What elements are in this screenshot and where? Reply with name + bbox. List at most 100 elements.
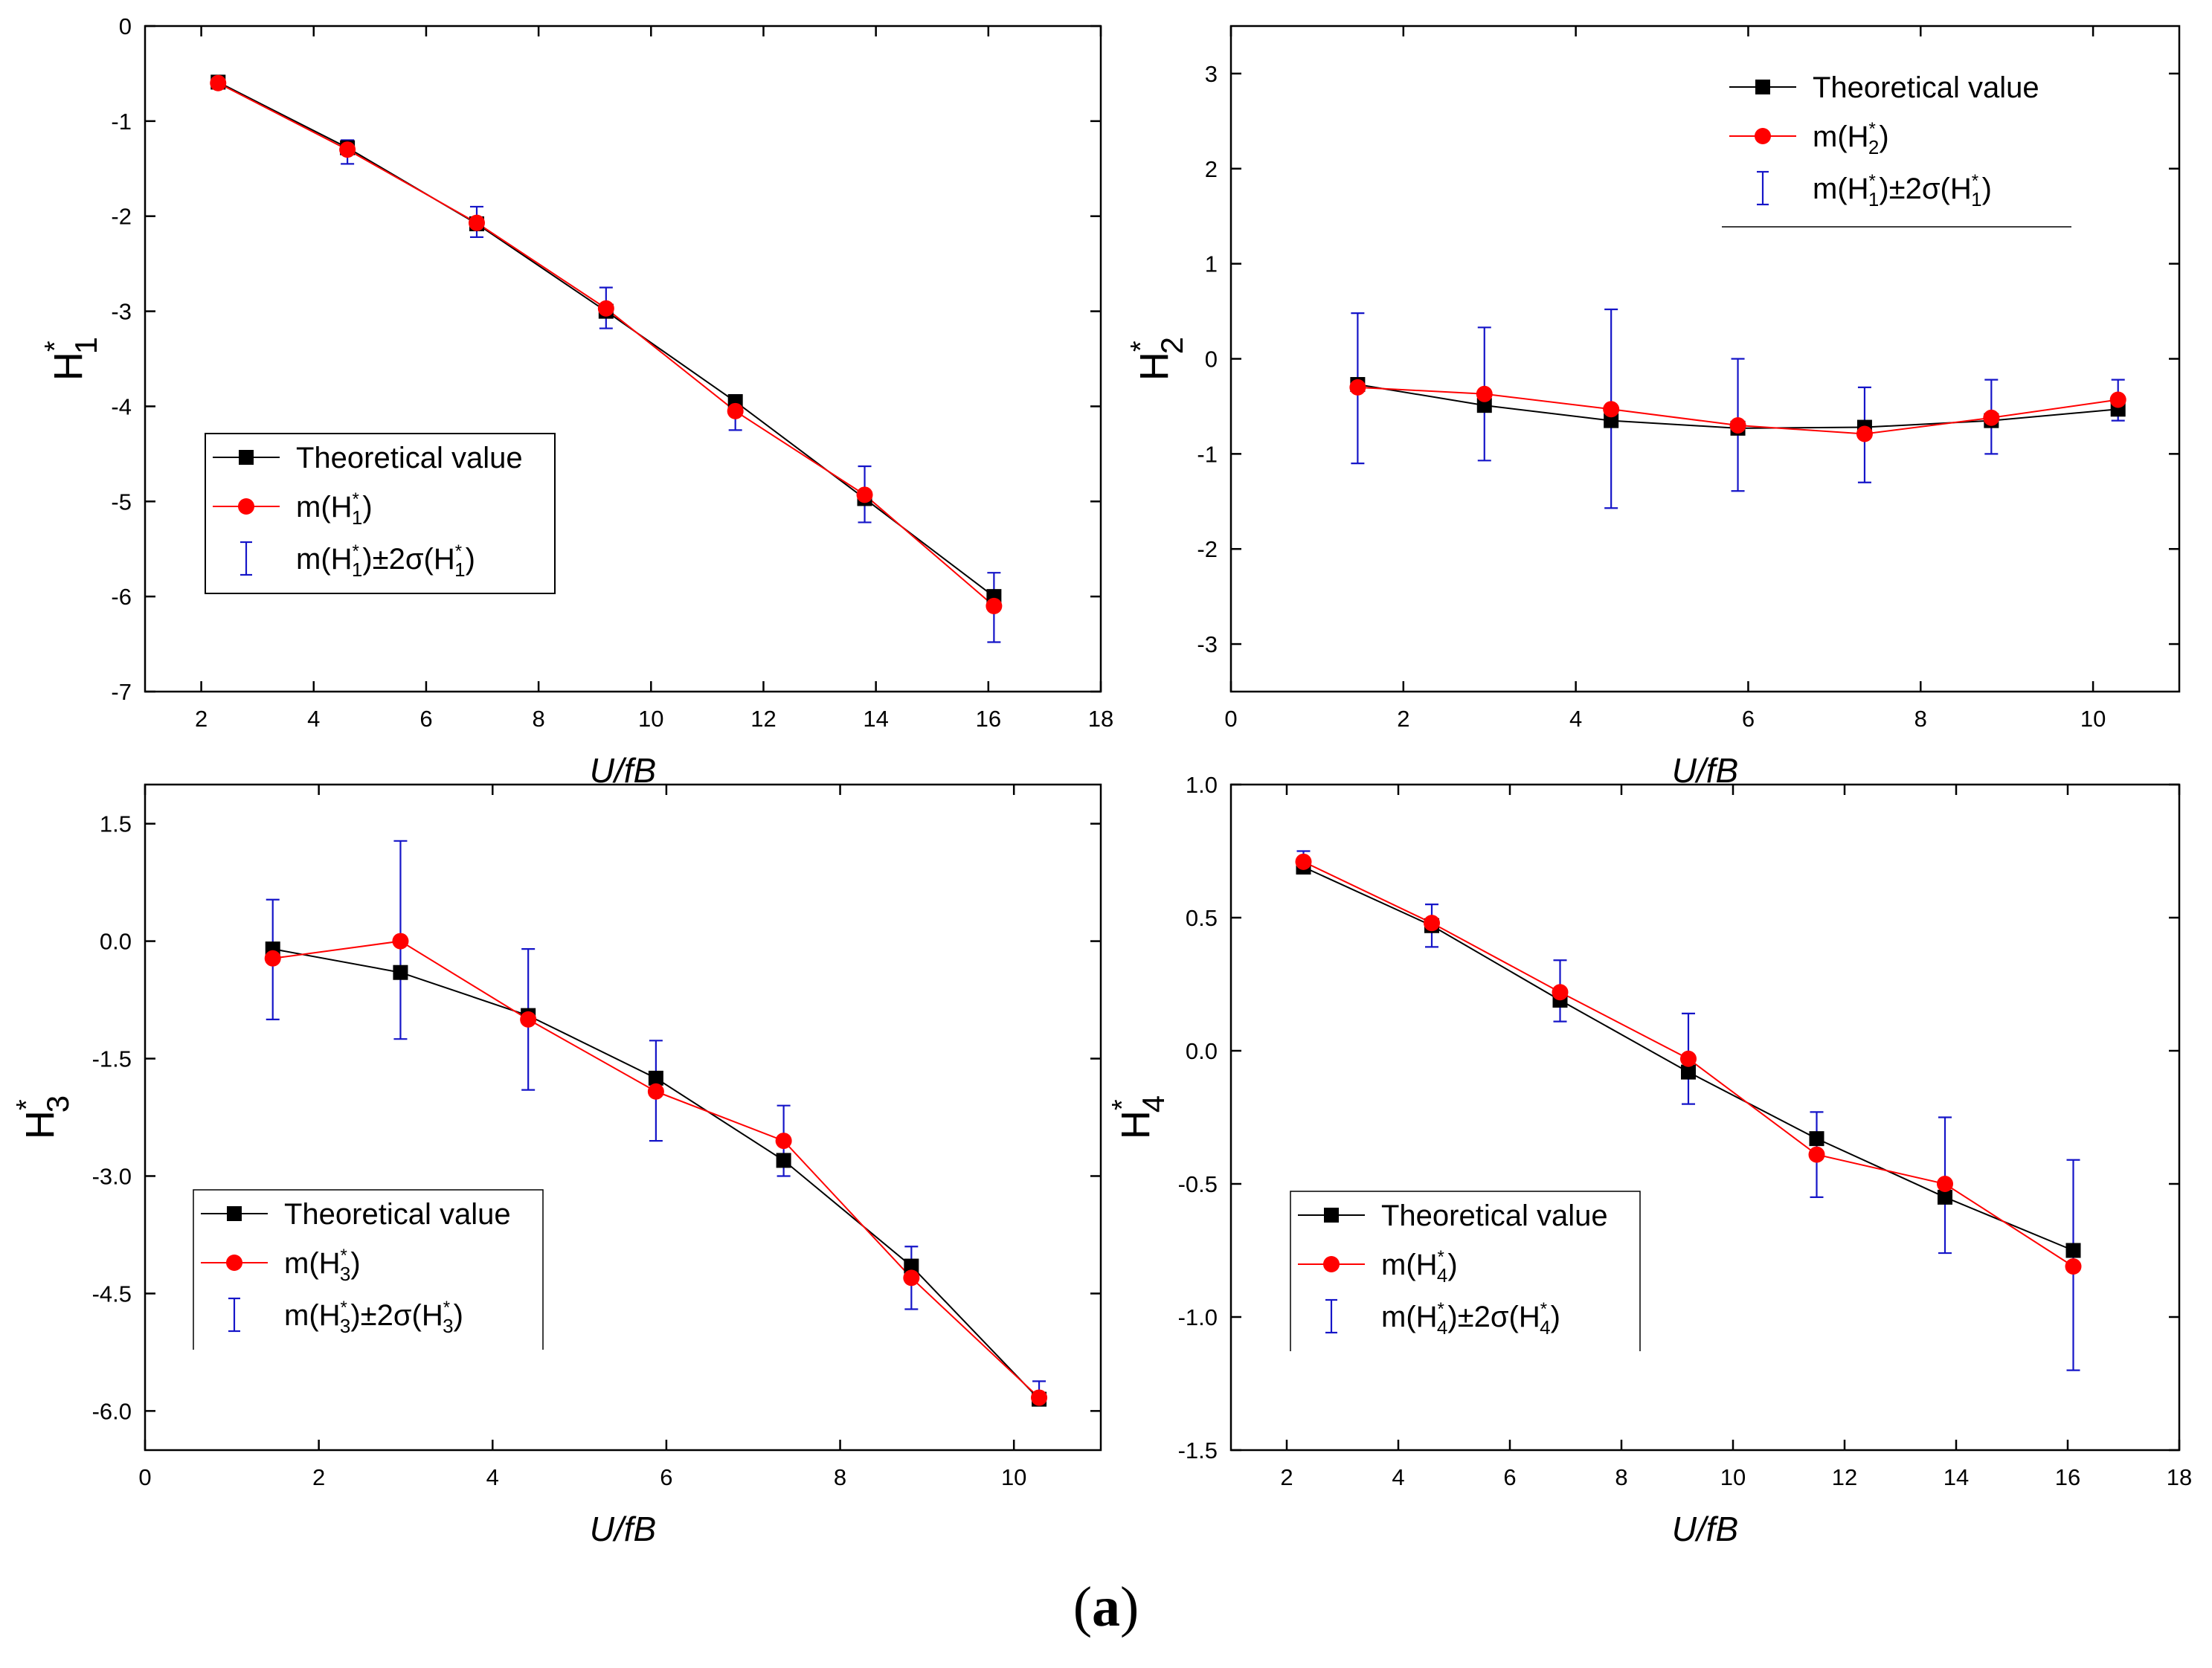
plot-frame xyxy=(144,25,1102,693)
mean-point xyxy=(1983,409,2000,426)
mean-point xyxy=(1680,1050,1697,1067)
y-tick-label: -4 xyxy=(111,393,132,419)
x-tick-label: 14 xyxy=(1943,1464,1969,1490)
legend-error-part: * xyxy=(443,1298,450,1318)
x-tick-label: 10 xyxy=(1001,1464,1026,1490)
x-axis-label: U/fB xyxy=(590,1510,656,1548)
legend-error-part: * xyxy=(1540,1299,1547,1319)
legend-error-part: )±2σ(H xyxy=(1879,173,1971,205)
legend-mean-part: 1 xyxy=(352,506,362,529)
mean-point xyxy=(468,214,485,231)
y-tick-label: -7 xyxy=(111,679,132,705)
y-tick-label: 0.5 xyxy=(1186,905,1218,931)
x-tick-label: 18 xyxy=(1088,706,1113,732)
mean-point xyxy=(1031,1389,1048,1406)
x-tick-label: 6 xyxy=(1742,706,1755,732)
y-tick-label: -1.5 xyxy=(92,1046,132,1072)
y-tick-label: -4.5 xyxy=(92,1281,132,1307)
y-tick-label: -1 xyxy=(111,109,132,135)
x-tick-label: 10 xyxy=(2080,706,2106,732)
legend-mean-part: * xyxy=(1869,119,1876,139)
legend-mean-part: m(H xyxy=(296,491,353,524)
mean-point xyxy=(986,597,1003,614)
y-tick-label: -3 xyxy=(1197,631,1218,657)
x-tick-label: 0 xyxy=(1224,706,1237,732)
legend-theory-label: Theoretical value xyxy=(296,442,523,474)
mean-point xyxy=(856,486,873,503)
x-tick-label: 4 xyxy=(486,1464,499,1490)
legend-error-part: m(H xyxy=(1381,1301,1438,1333)
plot-frame xyxy=(1229,783,2181,1452)
legend-theory-marker xyxy=(1324,1208,1339,1223)
x-tick-label: 10 xyxy=(1720,1464,1746,1490)
x-tick-label: 4 xyxy=(307,706,320,732)
legend-mean-label: m(H* 1) xyxy=(296,489,373,529)
legend-error-part: 4 xyxy=(1540,1316,1550,1339)
y-label-sub: 2 xyxy=(1154,337,1189,354)
mean-point xyxy=(1603,401,1620,418)
y-tick-label: 1.0 xyxy=(1186,772,1218,798)
legend-error-part: ) xyxy=(1551,1301,1560,1333)
mean-point xyxy=(775,1133,792,1150)
y-label-sup: * xyxy=(1107,1099,1138,1110)
y-tick-label: -6.0 xyxy=(92,1398,132,1424)
mean-point xyxy=(1424,915,1440,932)
legend-error-part: )±2σ(H xyxy=(1447,1301,1540,1333)
legend-mean-part: ) xyxy=(1447,1249,1457,1281)
x-axis-label: U/fB xyxy=(1672,751,1738,790)
y-tick-label: 0.0 xyxy=(1186,1038,1218,1064)
y-label-main: H xyxy=(46,352,91,381)
legend-mean-marker xyxy=(1755,128,1771,144)
legend-error-part: 3 xyxy=(443,1315,453,1337)
x-tick-label: 2 xyxy=(1280,1464,1293,1490)
mean-point xyxy=(210,74,227,91)
legend-error-part: * xyxy=(1972,171,1978,191)
legend-mean-part: ) xyxy=(1879,120,1888,153)
theoretical-point xyxy=(1604,413,1619,428)
x-tick-label: 16 xyxy=(976,706,1001,732)
mean-point xyxy=(1937,1176,1953,1192)
y-axis-label: H*2 xyxy=(1125,337,1189,381)
x-tick-label: 4 xyxy=(1392,1464,1404,1490)
mean-point xyxy=(339,141,356,158)
y-tick-label: 3 xyxy=(1205,61,1218,87)
mean-point xyxy=(597,300,614,317)
y-label-main: H xyxy=(18,1110,62,1139)
mean-point xyxy=(727,402,744,419)
caption-close: ) xyxy=(1120,1576,1139,1638)
mean-point xyxy=(1476,385,1493,402)
x-tick-label: 8 xyxy=(834,1464,846,1490)
chart-panel-bottom-right: 2 4 6 8 10 12 14 16 18 1.0 0.5 0.0 -0.5 -1.0 -1.5 U/fB H… xyxy=(1107,772,2192,1548)
y-tick-label: -2 xyxy=(1197,536,1218,562)
legend-error-part: 1 xyxy=(352,558,362,581)
y-tick-label: -1 xyxy=(1197,441,1218,467)
legend-error-label: m(H* 4)±2σ(H* 4) xyxy=(1381,1299,1560,1339)
theoretical-point xyxy=(776,1153,791,1168)
legend-theory-label: Theoretical value xyxy=(1381,1200,1608,1232)
chart-panel-bottom-left: 0 2 4 6 8 101.50.0-1.5-3.0-4.5-6.0U/fBH*3Theo… xyxy=(11,783,1102,1548)
y-tick-label: -3.0 xyxy=(92,1163,132,1189)
legend-theory-label: Theoretical value xyxy=(1813,71,2039,104)
y-label-main: H xyxy=(1132,352,1177,381)
legend-mean-part: * xyxy=(341,1246,347,1266)
legend-error-part: * xyxy=(353,541,359,561)
x-tick-label: 8 xyxy=(1615,1464,1627,1490)
legend-theory-marker xyxy=(239,450,254,465)
legend-mean-label: m(H* 3) xyxy=(284,1246,361,1285)
theoretical-point xyxy=(2065,1243,2081,1258)
y-tick-label: 2 xyxy=(1205,156,1218,182)
theoretical-point xyxy=(904,1258,919,1274)
legend-error-part: * xyxy=(341,1298,347,1318)
legend-error-part: m(H xyxy=(296,543,353,576)
legend-mean-marker xyxy=(226,1255,242,1271)
legend-error-label: m(H* 3)±2σ(H* 3) xyxy=(284,1298,463,1337)
y-tick-label: 1 xyxy=(1205,251,1218,277)
legend-box xyxy=(205,433,556,594)
x-tick-label: 6 xyxy=(660,1464,672,1490)
legend-error-part: 1 xyxy=(1868,188,1879,210)
y-label-sub: 3 xyxy=(40,1095,75,1112)
mean-point xyxy=(1552,984,1569,1001)
